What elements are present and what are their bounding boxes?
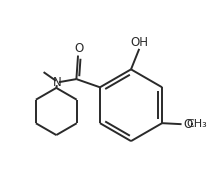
- Text: OH: OH: [131, 36, 149, 49]
- Text: O: O: [184, 118, 193, 131]
- Text: N: N: [53, 76, 61, 89]
- Text: O: O: [74, 42, 83, 55]
- Text: CH₃: CH₃: [187, 119, 207, 129]
